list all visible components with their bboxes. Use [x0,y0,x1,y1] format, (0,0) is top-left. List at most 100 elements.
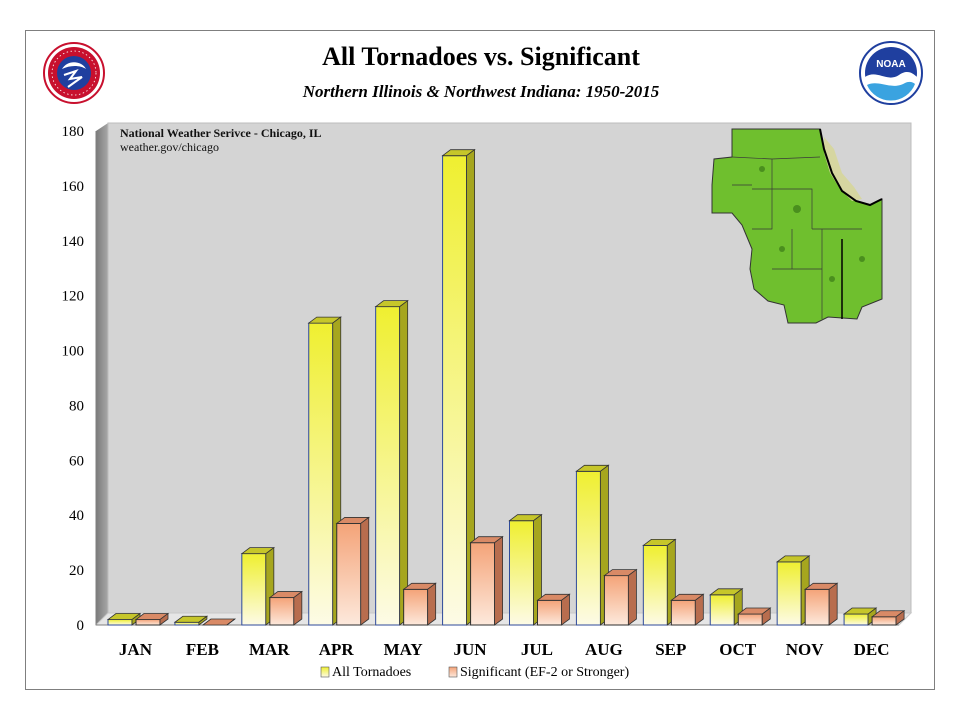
bar-front [174,621,200,626]
bar-jul-significant [536,593,571,626]
bar-side [198,615,208,626]
chart-subtitle: Northern Illinois & Northwest Indiana: 1… [302,82,660,101]
bar-side [561,593,570,626]
bar-front [737,613,763,626]
region-map [711,128,883,324]
y-tick-label: 80 [69,398,84,414]
bar-front [670,599,696,626]
bar-front [843,613,869,626]
source-annotation: National Weather Serivce - Chicago, IL [120,126,322,140]
bar-front [135,619,161,626]
bar-front [509,520,534,626]
bar-side [427,582,437,626]
legend: All Tornadoes Significant (EF-2 or Stron… [320,665,629,680]
y-tick-label: 40 [69,508,84,524]
bar-dec-all [842,607,878,626]
y-tick-label: 60 [69,453,84,469]
bar-front [642,544,668,626]
source-url: weather.gov/chicago [120,140,219,154]
bar-nov-significant [803,582,839,626]
bar-side [293,590,303,626]
x-axis-ticks: JAN FEB MAR APR MAY JUN JUL AUG SEP OCT NOV DEC [119,640,890,659]
bar-front [107,619,133,626]
bar-oct-all [709,588,744,626]
legend-swatch-significant [448,666,458,678]
bar-front [308,322,334,626]
chart-canvas: All Tornadoes vs. Significant Northern I… [43,41,923,680]
chart-frame: All Tornadoes vs. Significant Northern I… [25,30,935,690]
bar-oct-significant [737,607,772,626]
bar-side [895,609,905,626]
y-tick-label: 120 [62,289,85,305]
bar-side [628,568,637,626]
bar-mar-significant [268,590,304,626]
bar-aug-all [575,464,610,626]
bar-mar-all [240,546,276,626]
x-tick-label-feb: FEB [186,640,219,659]
y-axis-ticks: 0 20 40 60 80 100 120 140 160 180 [62,124,85,634]
bar-front [776,561,802,626]
bar-front [336,522,362,626]
legend-label-all-tornadoes: All Tornadoes [332,665,411,680]
bar-side [226,618,236,626]
x-tick-label-may: MAY [384,640,423,659]
bar-front [804,588,830,626]
legend-swatch-all-tornadoes [320,666,330,678]
bar-jan-significant [134,612,170,626]
svg-text:NOAA: NOAA [876,59,905,70]
x-tick-label-aug: AUG [585,640,623,659]
bar-feb-all [173,615,209,626]
bar-front [470,542,496,626]
y-tick-label: 0 [77,618,85,634]
bar-front [269,597,295,626]
bar-apr-significant [335,516,370,626]
bar-may-significant [402,582,437,626]
bar-front [403,588,429,626]
y-tick-label: 100 [62,344,85,360]
x-tick-label-dec: DEC [854,640,890,659]
bar-side [761,607,771,626]
bar-aug-significant [603,568,638,626]
bar-jul-all [508,513,543,626]
bar-front [375,306,401,626]
bar-nov-all [775,555,811,626]
bar-side [828,582,838,626]
legend-label-significant: Significant (EF-2 or Stronger) [460,665,629,680]
bar-front [241,553,267,626]
bar-sep-significant [670,593,705,626]
x-tick-label-apr: APR [319,640,355,659]
x-tick-label-oct: OCT [719,640,757,659]
bar-front [871,616,897,626]
y-tick-label: 20 [69,563,84,579]
bar-side [694,593,704,626]
noaa-logo: NOAA [859,41,923,105]
bar-front [442,155,468,626]
x-tick-label-sep: SEP [655,640,686,659]
x-tick-label-jul: JUL [521,640,553,659]
x-tick-label-jun: JUN [454,640,488,659]
bar-front [537,599,562,626]
y-tick-label: 180 [62,124,85,140]
bar-front [603,575,629,626]
x-tick-label-jan: JAN [119,640,153,659]
bar-jun-significant [469,535,504,626]
bar-side [494,535,503,626]
bar-sep-all [642,538,677,626]
y-tick-label: 140 [62,234,85,250]
bar-front [709,594,735,626]
bar-front [575,470,601,626]
bar-side [360,516,370,626]
x-tick-label-nov: NOV [786,640,825,659]
bar-feb-significant [201,618,237,626]
bar-side [399,299,409,626]
bar-dec-significant [870,609,906,626]
chart-title: All Tornadoes vs. Significant [322,42,640,71]
plot-side-wall [96,123,108,625]
bar-jun-all [441,148,476,626]
bar-side [159,612,169,626]
bar-apr-all [307,316,342,626]
bar-series [106,148,906,626]
bar-may-all [374,299,409,626]
x-tick-label-mar: MAR [249,640,290,659]
nws-logo [43,42,105,104]
